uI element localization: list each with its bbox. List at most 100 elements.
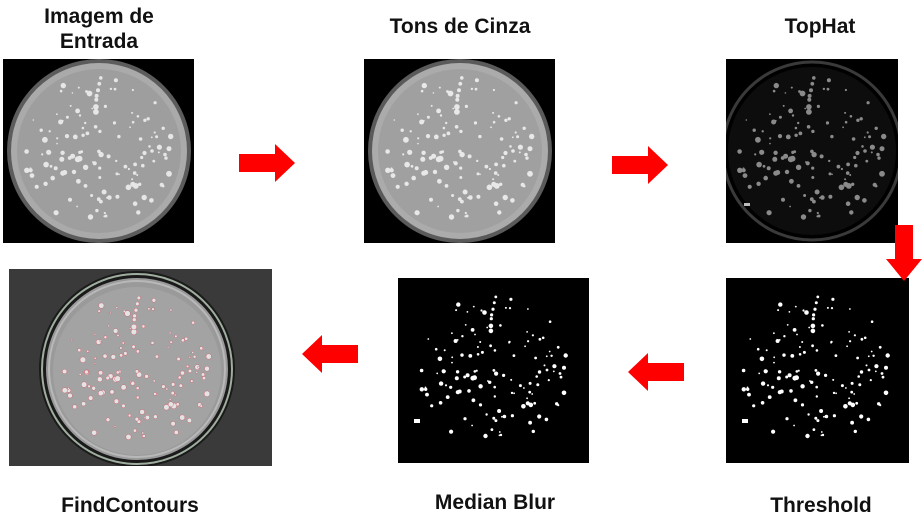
colony-dot <box>490 428 494 431</box>
colony-dot <box>155 354 159 359</box>
colony-dot <box>141 194 147 201</box>
colony-dot <box>561 390 567 396</box>
colony-dot <box>60 150 65 155</box>
colony-dot <box>484 164 489 169</box>
colony-dot <box>520 146 523 149</box>
colony-dot <box>458 149 462 154</box>
colony-dot <box>737 167 743 173</box>
colony-dot <box>78 373 82 376</box>
colony-dot <box>188 356 191 359</box>
colony-dot <box>869 144 875 150</box>
colony-dot <box>125 434 132 440</box>
colony-dot <box>453 161 455 163</box>
colony-dot <box>756 347 760 351</box>
colony-dot <box>438 86 441 89</box>
colony-dot <box>417 142 419 145</box>
colony-dot <box>171 382 176 387</box>
colony-dot <box>816 295 820 299</box>
colony-dot <box>761 130 764 133</box>
colony-dot <box>769 142 771 145</box>
colony-dot <box>421 170 427 176</box>
findcontours-image <box>9 269 272 466</box>
colony-dot <box>863 136 866 139</box>
colony-dot <box>140 155 144 160</box>
colony-dot <box>522 184 526 188</box>
colony-dot <box>132 171 137 175</box>
colony-dot <box>94 97 99 102</box>
colony-dot <box>844 88 847 92</box>
colony-dot <box>867 355 870 358</box>
colony-dot <box>463 375 467 379</box>
colony-dot <box>773 150 778 155</box>
colony-dot <box>455 309 458 312</box>
colony-dot <box>497 115 501 118</box>
colony-dot <box>821 433 825 437</box>
colony-dot <box>138 182 142 186</box>
colony-dot <box>425 134 431 139</box>
colony-dot <box>129 380 132 384</box>
colony-dot <box>862 198 867 203</box>
colony-dot <box>91 386 96 391</box>
colony-dot <box>502 373 506 377</box>
colony-dot <box>185 364 189 368</box>
colony-dot <box>67 392 73 399</box>
colony-dot <box>497 174 500 176</box>
colony-dot <box>115 194 120 199</box>
colony-dot <box>433 134 439 140</box>
colony-dot <box>432 92 435 94</box>
threshold-image-panel <box>726 278 909 463</box>
colony-dot <box>56 137 59 140</box>
colony-dot <box>752 128 756 132</box>
colony-dot <box>470 328 475 332</box>
colony-dot <box>774 119 777 122</box>
colony-dot <box>135 301 140 306</box>
colony-dot <box>859 414 864 419</box>
colony-dot <box>771 385 775 389</box>
colony-dot <box>124 310 131 317</box>
colony-dot <box>109 87 113 91</box>
median-blur-image-panel <box>398 278 589 463</box>
colony-dot <box>488 328 494 334</box>
colony-dot <box>493 349 497 352</box>
colony-dot <box>778 302 783 307</box>
colony-dot <box>866 417 871 422</box>
colony-dot <box>168 401 174 408</box>
colony-dot <box>824 373 828 377</box>
colony-dot <box>161 184 165 188</box>
colony-dot <box>810 323 816 329</box>
colony-dot <box>490 313 494 317</box>
colony-dot <box>120 384 127 391</box>
colony-dot <box>814 369 818 372</box>
colony-dot <box>150 341 155 345</box>
colony-dot <box>432 169 438 175</box>
colony-dot <box>425 392 429 397</box>
colony-dot <box>451 194 455 197</box>
colony-dot <box>84 121 87 125</box>
colony-dot <box>178 383 183 388</box>
colony-dot <box>493 201 499 206</box>
colony-dot <box>464 324 467 326</box>
colony-dot <box>485 413 488 416</box>
colony-dot <box>121 341 125 345</box>
colony-dot <box>132 317 137 322</box>
colony-dot <box>773 356 776 359</box>
colony-dot <box>791 114 795 117</box>
colony-dot <box>102 353 108 359</box>
colony-dot <box>465 373 470 378</box>
colony-dot <box>97 309 101 313</box>
colony-dot <box>385 149 390 154</box>
colony-dot <box>166 146 172 152</box>
colony-dot <box>443 349 446 352</box>
colony-dot <box>528 420 532 425</box>
colony-dot <box>756 161 762 168</box>
colony-dot <box>879 404 882 407</box>
colony-dot <box>840 167 843 171</box>
colony-dot <box>460 353 464 357</box>
colony-dot <box>534 356 537 360</box>
colony-dot <box>60 82 66 89</box>
colony-dot <box>98 302 105 309</box>
colony-dot <box>53 166 58 171</box>
colony-dot <box>407 150 412 154</box>
colony-dot <box>502 194 508 201</box>
colony-dot <box>789 178 794 184</box>
